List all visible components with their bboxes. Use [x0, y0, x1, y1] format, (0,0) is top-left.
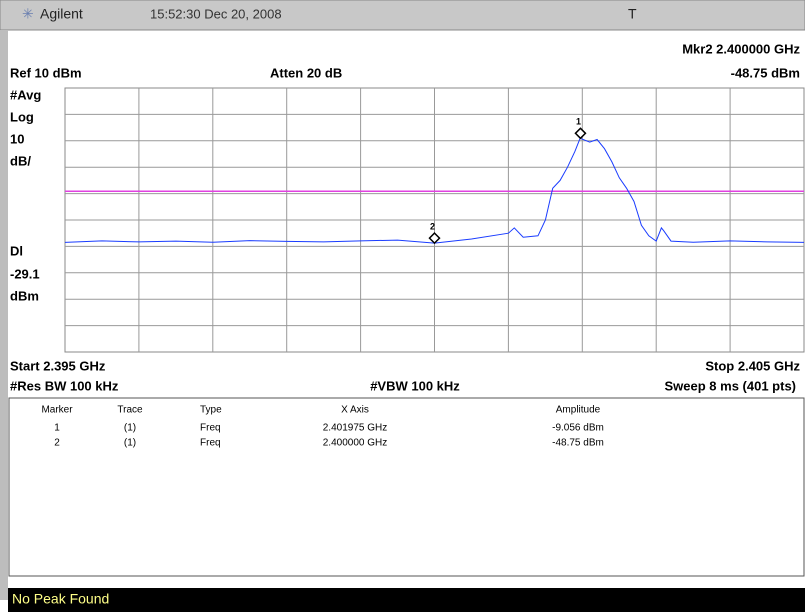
dl-label: Dl	[10, 243, 23, 258]
scale-label: 10	[10, 131, 24, 146]
table-cell: (1)	[124, 438, 136, 449]
table-header: Amplitude	[556, 405, 601, 416]
table-panel	[8, 397, 805, 577]
dl-value: -29.1	[10, 266, 40, 281]
table-header: Marker	[41, 405, 73, 416]
table-cell: Freq	[200, 423, 221, 434]
scale-label: dB/	[10, 153, 31, 168]
indicator: T	[628, 6, 637, 22]
table-cell: 2	[54, 438, 60, 449]
marker-diamond	[428, 232, 441, 245]
table-cell: 1	[54, 423, 60, 434]
rbw: #Res BW 100 kHz	[10, 378, 119, 393]
table-cell: -9.056 dBm	[552, 423, 604, 434]
title-bar	[0, 0, 805, 31]
scale-label: #Avg	[10, 87, 41, 102]
stop-freq: Stop 2.405 GHz	[705, 358, 800, 373]
atten: Atten 20 dB	[270, 65, 342, 80]
marker-number: 1	[576, 117, 581, 127]
table-header: Trace	[117, 405, 143, 416]
status-text: No Peak Found	[12, 591, 109, 607]
dl-unit: dBm	[10, 288, 39, 303]
brand: Agilent	[40, 6, 83, 22]
table-cell: 2.401975 GHz	[323, 423, 388, 434]
table-cell: Freq	[200, 438, 221, 449]
table-cell: (1)	[124, 423, 136, 434]
start-freq: Start 2.395 GHz	[10, 358, 106, 373]
vbw: #VBW 100 kHz	[370, 378, 460, 393]
table-cell: -48.75 dBm	[552, 438, 604, 449]
sweep: Sweep 8 ms (401 pts)	[665, 378, 797, 393]
time: 15:52:30 Dec 20, 2008	[150, 6, 282, 21]
status-bar	[8, 588, 805, 612]
logo: ✳	[22, 6, 34, 22]
marker-diamond	[574, 127, 587, 140]
marker-number: 2	[430, 221, 435, 231]
scale-label: Log	[10, 109, 34, 124]
left-frame	[0, 30, 8, 600]
table-cell: 2.400000 GHz	[323, 438, 388, 449]
table-header: Type	[200, 405, 222, 416]
trace	[64, 137, 805, 244]
table-header: X Axis	[341, 405, 369, 416]
marker-readout: Mkr2 2.400000 GHz	[682, 41, 800, 56]
ref-level: Ref 10 dBm	[10, 65, 82, 80]
marker-amplitude: -48.75 dBm	[731, 65, 800, 80]
